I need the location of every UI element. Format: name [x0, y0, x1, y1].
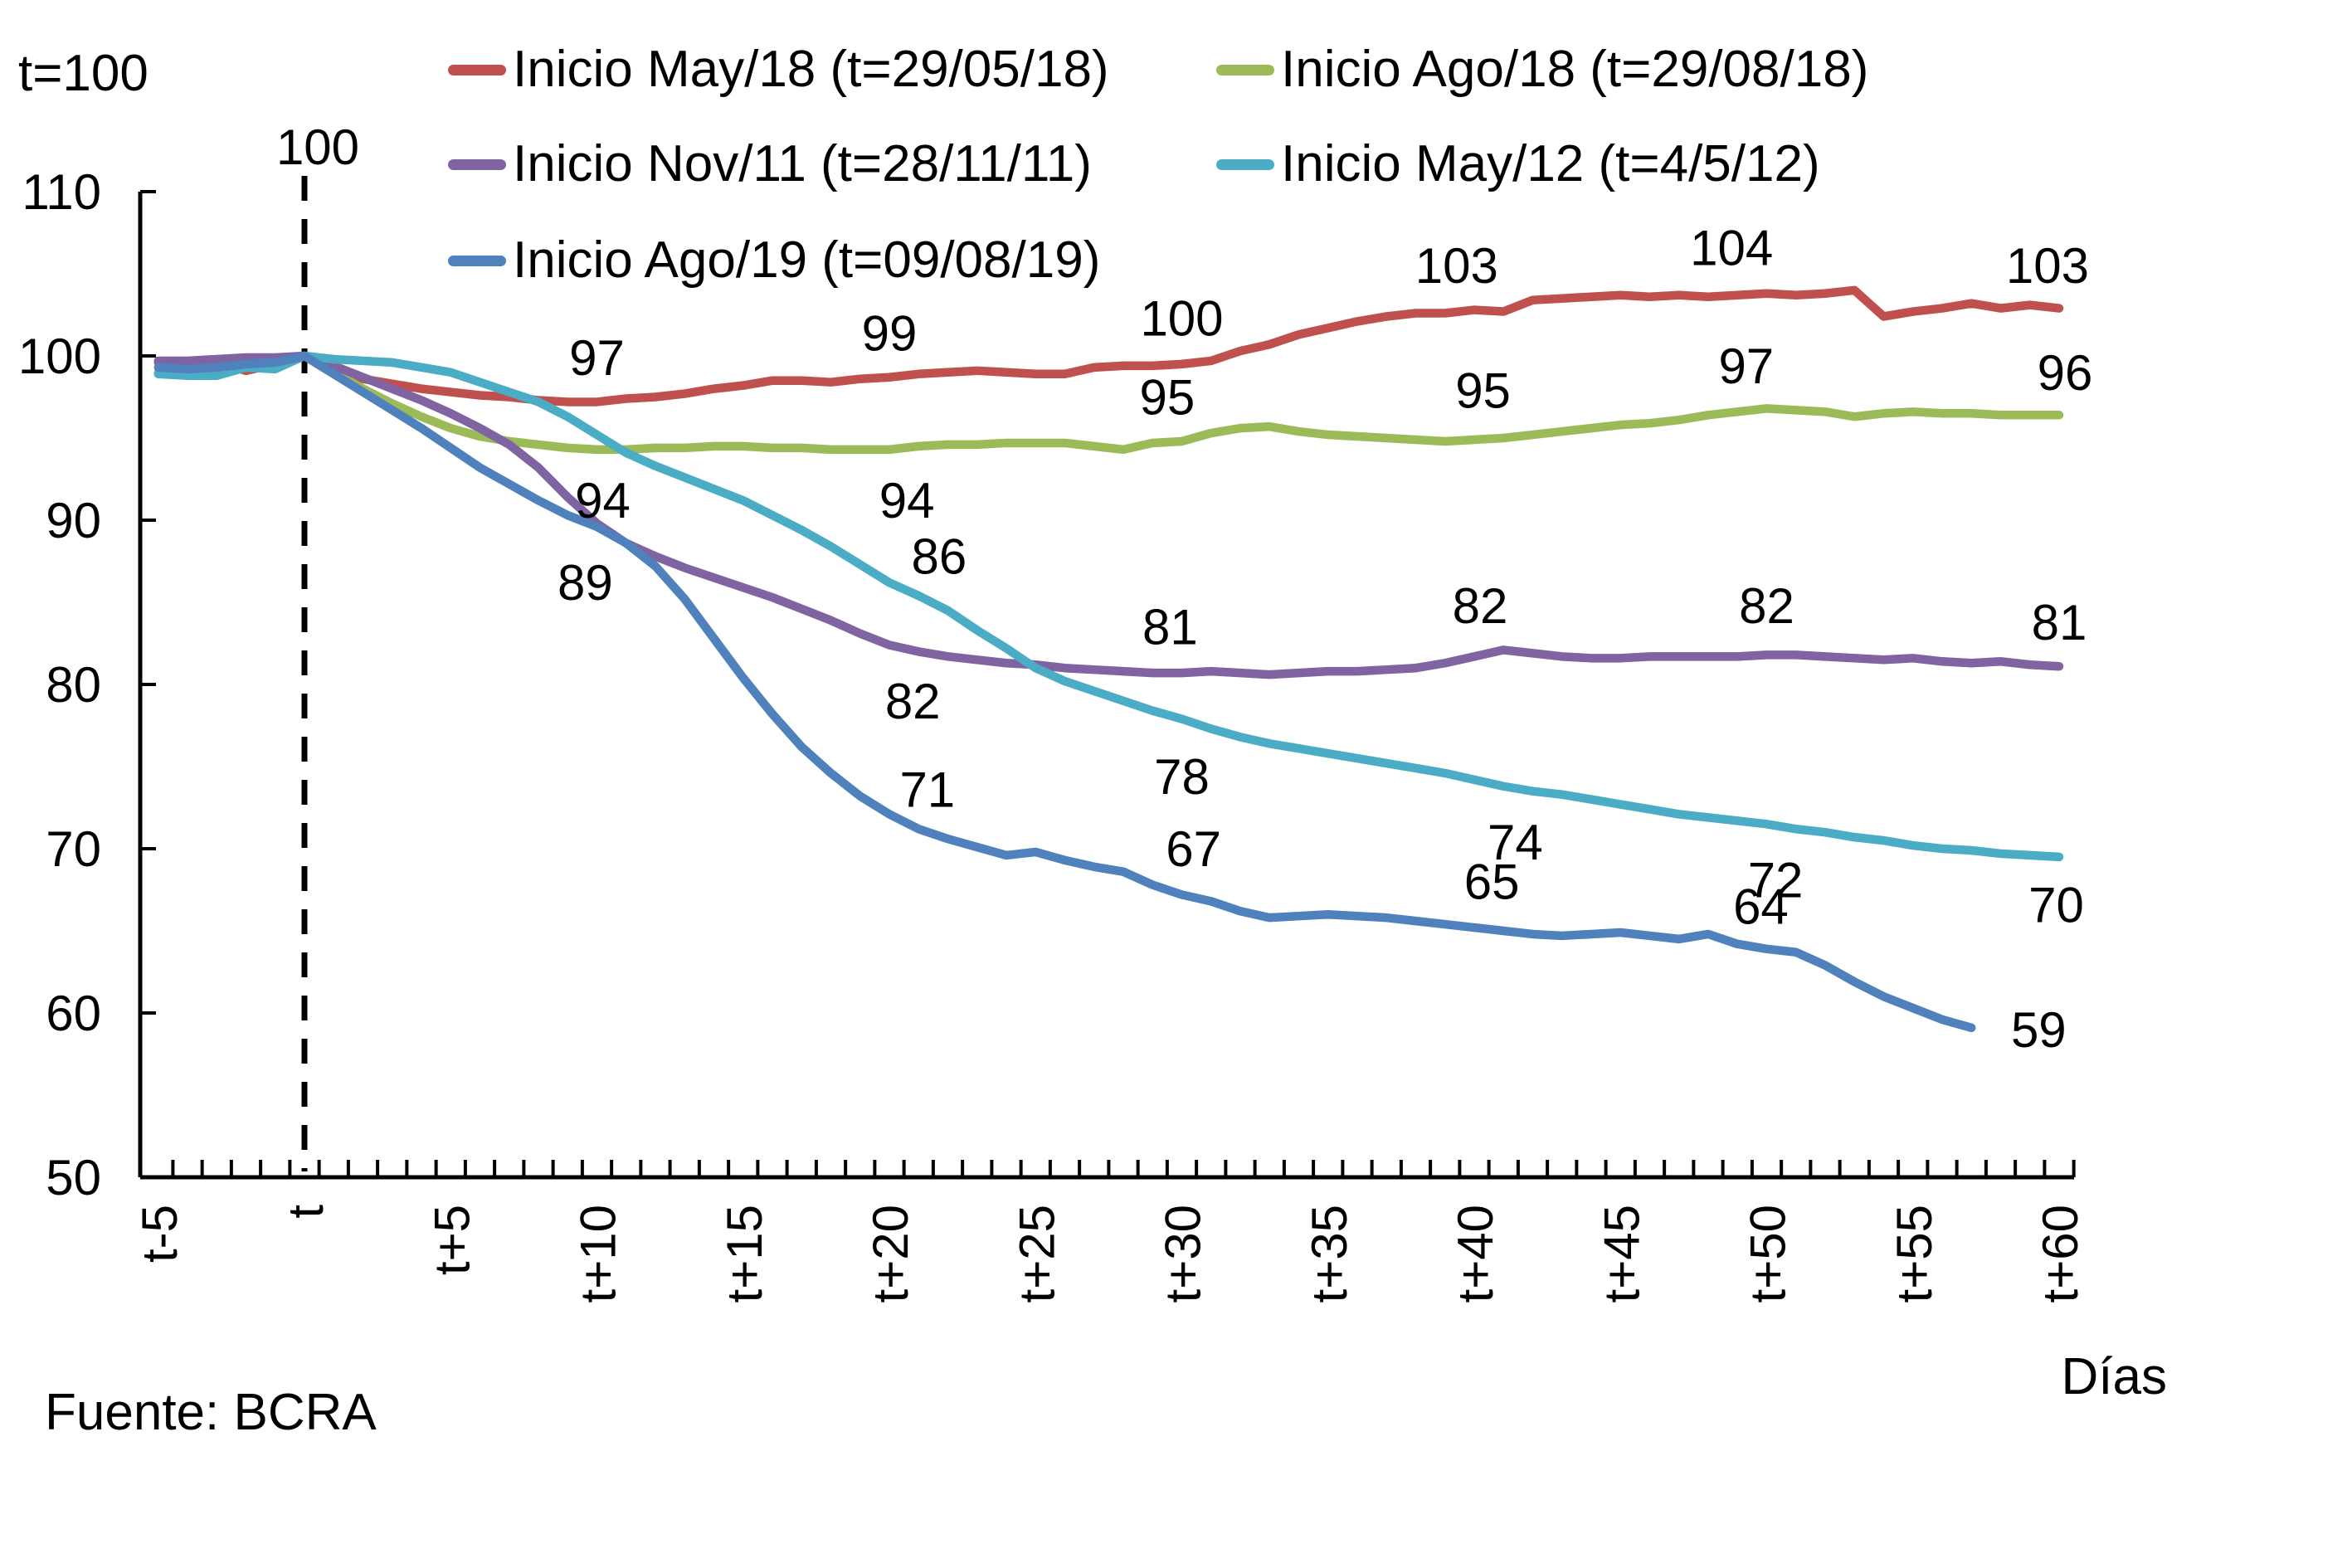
legend-swatch-may18 — [448, 64, 506, 75]
series-line-nov11 — [153, 351, 2064, 679]
data-label-may12-86: 86 — [912, 529, 967, 585]
data-label-ago18-95: 95 — [1140, 370, 1195, 426]
legend-item-ago19: Inicio Ago/19 (t=09/08/19) — [448, 231, 1100, 290]
y-tick-label-70: 70 — [46, 821, 101, 877]
x-tick-label-t+50: t+50 — [1741, 1205, 1796, 1303]
data-label-nov11-82: 82 — [885, 674, 941, 729]
legend-label-ago18: Inicio Ago/18 (t=29/08/18) — [1281, 41, 1869, 98]
y-tick-label-50: 50 — [46, 1150, 101, 1205]
legend-item-nov11: Inicio Nov/11 (t=28/11/11) — [448, 134, 1092, 194]
data-label-ago19-64: 64 — [1733, 879, 1789, 934]
legend-swatch-ago19 — [448, 255, 506, 266]
data-label-may18-103: 103 — [2006, 238, 2089, 294]
data-label-ago19-67: 67 — [1166, 821, 1221, 877]
data-label-ago18-97: 97 — [1718, 338, 1774, 394]
x-tick-label-t-5: t-5 — [132, 1205, 187, 1263]
legend-item-may12: Inicio May/12 (t=4/5/12) — [1216, 134, 1820, 194]
legend-label-may18: Inicio May/18 (t=29/05/18) — [513, 41, 1109, 98]
source-note: Fuente: BCRA — [45, 1384, 377, 1441]
y-tick-label-90: 90 — [46, 493, 101, 548]
data-label-nov11-82: 82 — [1453, 578, 1508, 634]
data-label-ago19-59: 59 — [2011, 1002, 2067, 1058]
legend-swatch-ago18 — [1216, 64, 1274, 75]
x-tick-label-t+10: t+10 — [571, 1205, 626, 1303]
data-label-may18-100: 100 — [1140, 290, 1223, 346]
data-label-may18-104: 104 — [1690, 220, 1773, 275]
x-tick-label-t+25: t+25 — [1009, 1205, 1064, 1303]
x-tick-label-t+30: t+30 — [1156, 1205, 1211, 1303]
series-line-may12 — [153, 351, 2064, 862]
t-marker-label: 100 — [276, 119, 359, 175]
data-label-may18-103: 103 — [1415, 238, 1498, 294]
series-line-ago18 — [153, 351, 2064, 455]
data-label-nov11-82: 82 — [1739, 578, 1794, 634]
x-tick-label-t+5: t+5 — [424, 1205, 480, 1275]
page-title: t=100 — [18, 45, 149, 102]
data-label-nov11-81: 81 — [1142, 600, 1198, 655]
series-line-ago19 — [153, 351, 1976, 1033]
x-tick-label-t+15: t+15 — [717, 1205, 772, 1303]
data-label-ago19-65: 65 — [1464, 855, 1520, 910]
x-axis-title: Días — [2062, 1348, 2167, 1405]
x-tick-label-t+20: t+20 — [863, 1205, 918, 1303]
data-label-may18-99: 99 — [862, 305, 918, 361]
x-tick-label-t+40: t+40 — [1448, 1205, 1503, 1303]
data-label-ago19-71: 71 — [899, 762, 955, 818]
data-label-ago18-95: 95 — [1455, 363, 1511, 419]
x-tick-label-t+55: t+55 — [1887, 1205, 1942, 1303]
legend-label-may12: Inicio May/12 (t=4/5/12) — [1281, 135, 1820, 192]
data-label-may12-72: 72 — [1748, 853, 1804, 908]
data-label-nov11-89: 89 — [558, 555, 613, 611]
data-label-ago18-94: 94 — [879, 473, 935, 528]
legend-swatch-nov11 — [448, 158, 506, 170]
legend-label-nov11: Inicio Nov/11 (t=28/11/11) — [513, 135, 1092, 192]
legend: Inicio May/18 (t=29/05/18) Inicio Ago/18 … — [0, 0, 2352, 348]
x-tick-label-t+45: t+45 — [1594, 1205, 1649, 1303]
legend-item-may18: Inicio May/18 (t=29/05/18) — [448, 40, 1109, 100]
data-label-may12-78: 78 — [1154, 749, 1210, 805]
data-label-ago18-94: 94 — [575, 473, 631, 528]
data-label-ago18-96: 96 — [2038, 345, 2093, 401]
x-tick-label-t+35: t+35 — [1302, 1205, 1357, 1303]
data-label-may18-97: 97 — [569, 330, 625, 386]
x-tick-label-t: t — [278, 1205, 334, 1219]
data-label-may12-70: 70 — [2028, 877, 2084, 933]
legend-label-ago19: Inicio Ago/19 (t=09/08/19) — [513, 231, 1101, 289]
data-label-nov11-81: 81 — [2032, 595, 2087, 650]
legend-item-ago18: Inicio Ago/18 (t=29/08/18) — [1216, 40, 1868, 100]
x-tick-label-t+60: t+60 — [2033, 1205, 2088, 1303]
y-tick-label-60: 60 — [46, 986, 101, 1041]
y-tick-label-100: 100 — [18, 329, 101, 384]
legend-swatch-may12 — [1216, 158, 1274, 170]
y-tick-label-80: 80 — [46, 657, 101, 713]
series-line-may18 — [153, 285, 2064, 407]
y-tick-label-110: 110 — [22, 164, 101, 220]
data-label-may12-74: 74 — [1488, 815, 1543, 870]
